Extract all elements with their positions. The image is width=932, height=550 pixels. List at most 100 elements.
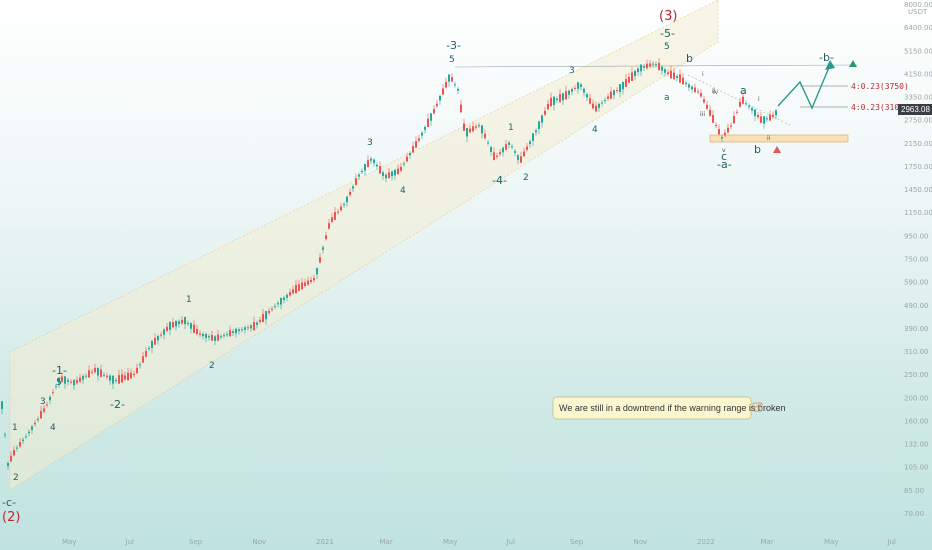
chart-icon	[752, 402, 763, 412]
candle-body	[760, 116, 762, 123]
candle-body	[247, 327, 249, 329]
level-label-3750: 4:0.23(3750)	[851, 82, 909, 91]
candle-body	[10, 455, 12, 462]
candle-body	[427, 118, 429, 127]
candle-body	[70, 381, 72, 383]
candle-body	[559, 94, 561, 103]
candle-body	[658, 62, 660, 71]
candle-body	[106, 375, 108, 378]
minor-i2: i	[758, 96, 760, 103]
candle-body	[496, 155, 498, 157]
candle-body	[529, 141, 531, 145]
wave-label-3: -3-	[446, 39, 461, 52]
y-tick-label: 6400.00	[904, 24, 932, 32]
candle-body	[304, 282, 306, 286]
downtrend-dashed-line	[687, 74, 791, 126]
candle-body	[121, 374, 123, 383]
candle-body	[454, 84, 456, 86]
wave-label-b: -b-	[819, 51, 834, 64]
candle-body	[382, 172, 384, 176]
candle-body	[721, 137, 723, 139]
candle-body	[562, 93, 564, 101]
candle-body	[352, 186, 354, 189]
wave-label-1: -1-	[52, 364, 67, 377]
current-price-text: 2963.08	[901, 105, 930, 114]
candle-body	[763, 116, 765, 124]
candle-body	[553, 96, 555, 105]
minor-13: 3	[569, 66, 575, 76]
candle-body	[703, 99, 705, 103]
candle-body	[325, 235, 327, 240]
minor-9: 4	[400, 186, 406, 196]
candle-body	[661, 66, 663, 71]
candle-body	[439, 95, 441, 101]
y-tick-label: 2150.00	[904, 140, 932, 148]
candle-body	[571, 89, 573, 92]
candle-body	[643, 66, 645, 68]
candle-body	[259, 319, 261, 322]
candle-body	[385, 174, 387, 179]
candle-body	[379, 166, 381, 174]
candle-body	[514, 151, 516, 153]
candle-body	[283, 297, 285, 300]
candle-body	[415, 141, 417, 148]
candle-body	[82, 375, 84, 380]
x-axis[interactable]: May Jul Sep Nov 2021 Mar May Jul Sep Nov 2022 Mar Ma…	[62, 538, 896, 546]
candle-body	[193, 324, 195, 333]
candle-body	[418, 138, 420, 141]
candle-body	[292, 289, 294, 294]
candle-body	[277, 303, 279, 305]
candle-body	[487, 142, 489, 144]
candle-body	[694, 87, 696, 93]
wave-label-2: -2-	[110, 398, 125, 411]
candle-body	[436, 103, 438, 107]
minor-ii2: ii	[767, 135, 771, 142]
candle-body	[700, 93, 702, 97]
candle-body	[577, 82, 579, 89]
candle-body	[769, 114, 771, 121]
candle-body	[217, 334, 219, 341]
candle-body	[394, 169, 396, 176]
candle-body	[574, 87, 576, 89]
candle-body	[226, 334, 228, 336]
candle-body	[85, 375, 87, 377]
y-axis[interactable]: 8000.00 6400.00 5150.00 4150.00 3350.00 2750.…	[904, 1, 932, 518]
annotation-callout[interactable]: We are still in a downtrend if the warni…	[552, 396, 785, 420]
candle-body	[262, 313, 264, 323]
candle-body	[79, 377, 81, 382]
candle-body	[634, 70, 636, 77]
minor-b: b	[686, 52, 693, 65]
candle-body	[757, 115, 759, 118]
wave-label-2-red: (2)	[2, 510, 20, 525]
y-tick-label: 250.00	[904, 371, 929, 379]
candle-body	[349, 191, 351, 196]
candle-body	[556, 98, 558, 101]
x-tick-label: Nov	[253, 538, 267, 546]
candle-body	[628, 77, 630, 83]
minor-10: 5	[449, 55, 455, 65]
candle-body	[1, 401, 3, 409]
candle-body	[37, 418, 39, 420]
candle-body	[340, 206, 342, 211]
minor-3: 3	[40, 397, 46, 407]
minor-i: i	[702, 71, 704, 78]
candle-body	[67, 379, 69, 382]
candle-body	[127, 372, 129, 381]
wave-label-c: -c-	[2, 496, 16, 509]
candle-body	[460, 104, 462, 113]
candle-body	[346, 196, 348, 203]
candle-body	[43, 408, 45, 412]
candle-body	[52, 392, 54, 394]
candle-body	[409, 152, 411, 156]
x-tick-label: Sep	[189, 538, 203, 546]
candle-body	[313, 278, 315, 281]
candle-body	[7, 462, 9, 466]
candle-body	[424, 126, 426, 130]
candle-body	[97, 367, 99, 376]
candle-body	[319, 257, 321, 263]
candle-body	[532, 133, 534, 141]
candle-body	[172, 322, 174, 328]
candle-body	[538, 121, 540, 129]
candle-body	[343, 204, 345, 206]
